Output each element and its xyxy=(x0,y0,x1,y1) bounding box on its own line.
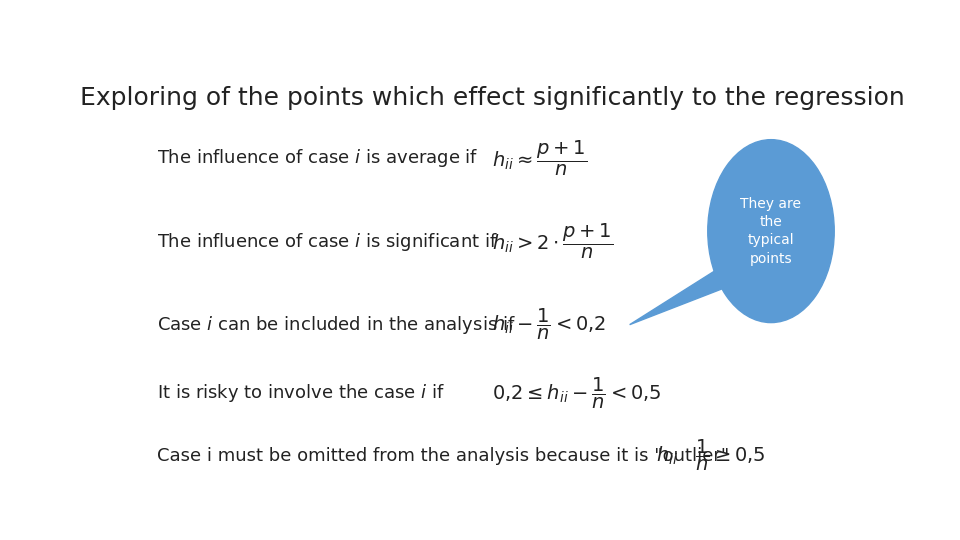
Text: $h_{ii} \approx \dfrac{p+1}{n}$: $h_{ii} \approx \dfrac{p+1}{n}$ xyxy=(492,139,588,178)
Text: It is risky to involve the case $i$ if: It is risky to involve the case $i$ if xyxy=(157,382,445,404)
Text: The influence of case $i$ is average if: The influence of case $i$ is average if xyxy=(157,147,479,170)
Text: $h_{ii} - \dfrac{1}{n} < 0{,}2$: $h_{ii} - \dfrac{1}{n} < 0{,}2$ xyxy=(492,307,606,342)
Text: Case $i$ can be included in the analysis if: Case $i$ can be included in the analysis… xyxy=(157,314,516,336)
Text: $h_{ii} > 2 \cdot \dfrac{p+1}{n}$: $h_{ii} > 2 \cdot \dfrac{p+1}{n}$ xyxy=(492,222,613,261)
Text: $0{,}2 \leq h_{ii} - \dfrac{1}{n} < 0{,}5$: $0{,}2 \leq h_{ii} - \dfrac{1}{n} < 0{,}… xyxy=(492,376,661,411)
Ellipse shape xyxy=(708,140,834,322)
Text: They are
the
typical
points: They are the typical points xyxy=(740,197,802,266)
Text: Case i must be omitted from the analysis because it is "outlier": Case i must be omitted from the analysis… xyxy=(157,447,730,464)
Text: Exploring of the points which effect significantly to the regression: Exploring of the points which effect sig… xyxy=(80,85,904,110)
Polygon shape xyxy=(630,271,732,325)
Text: $\boldsymbol{h_{ii}} \quad \dfrac{1}{n} \geq 0{,}5$: $\boldsymbol{h_{ii}} \quad \dfrac{1}{n} … xyxy=(656,438,765,473)
Text: The influence of case $i$ is significant if: The influence of case $i$ is significant… xyxy=(157,231,498,253)
